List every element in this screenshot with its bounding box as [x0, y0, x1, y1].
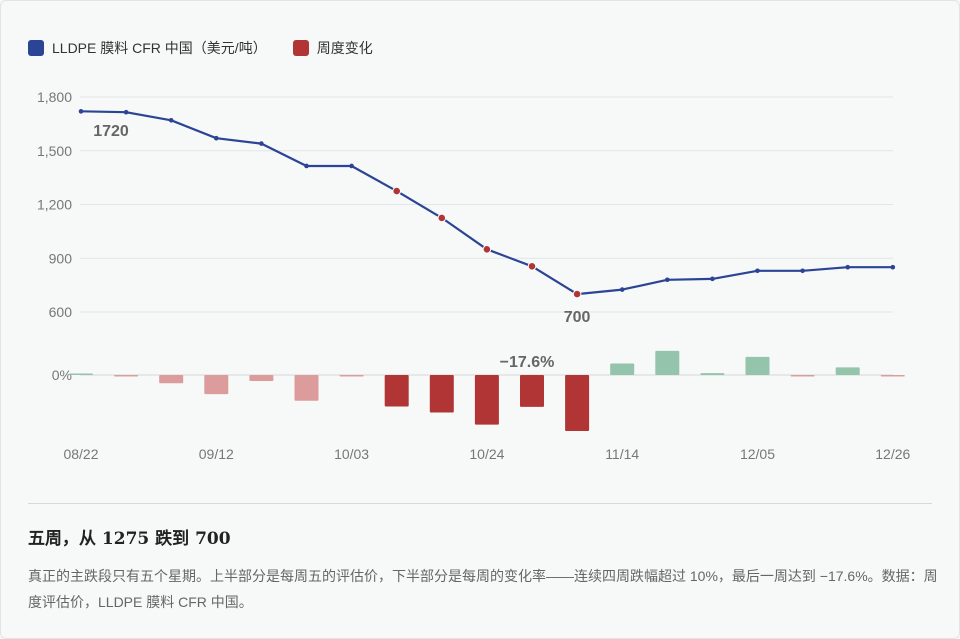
price-point: [665, 277, 670, 283]
y-tick-label: 900: [49, 250, 73, 266]
price-point: [259, 141, 264, 146]
chart-legend: LLDPE 膜料 CFR 中国（美元/吨） 周度变化: [28, 38, 399, 58]
price-swatch: [28, 40, 44, 56]
x-tick-label: 10/24: [469, 446, 504, 462]
x-tick-label: 10/03: [334, 446, 369, 462]
divider: [28, 503, 932, 504]
change-bar: [835, 367, 860, 375]
price-point: [845, 264, 850, 270]
change-bar: [249, 375, 274, 382]
price-point-highlight: [437, 213, 447, 223]
x-tick-label: 09/12: [199, 446, 234, 462]
change-bar: [339, 375, 364, 377]
price-point: [619, 287, 625, 292]
legend-change-label: 周度变化: [316, 40, 373, 56]
price-point-highlight: [527, 262, 537, 271]
change-bar: [294, 375, 319, 401]
change-bar: [610, 363, 635, 375]
zero-tick-label: 0%: [52, 367, 72, 383]
chart-headline: 五周，从 1275 跌到 700: [28, 529, 231, 549]
price-point: [168, 117, 174, 123]
price-point: [214, 135, 219, 141]
y-tick-label: 600: [49, 304, 73, 320]
change-swatch: [292, 40, 309, 56]
change-bar: [204, 375, 229, 395]
price-point: [78, 109, 84, 114]
change-bar: [474, 375, 499, 425]
price-line: [80, 110, 893, 296]
change-bar: [69, 373, 93, 375]
change-bar: [745, 356, 770, 375]
x-tick-label: 12/26: [875, 446, 910, 462]
price-point: [710, 276, 715, 282]
legend-item-change[interactable]: 周度变化: [292, 38, 373, 58]
price-point: [800, 268, 805, 274]
y-tick-label: 1,800: [37, 89, 72, 105]
change-bar: [384, 375, 409, 407]
change-bar: [790, 375, 815, 377]
start-price-annotation: 1720: [93, 123, 129, 140]
max-drop-annotation: −17.6%: [500, 354, 555, 371]
change-bar: [700, 373, 725, 375]
change-bar: [520, 375, 544, 407]
low-price-annotation: 700: [564, 309, 591, 326]
price-point-highlight: [482, 244, 492, 254]
change-bar: [655, 350, 680, 375]
change-bar: [880, 375, 905, 377]
change-bar: [565, 375, 590, 431]
legend-price-label: LLDPE 膜料 CFR 中国（美元/吨）: [52, 40, 267, 56]
x-tick-label: 11/14: [605, 446, 639, 462]
price-point: [755, 268, 760, 274]
x-tick-label: 08/22: [63, 446, 98, 462]
change-bar: [114, 375, 139, 377]
legend-item-price[interactable]: LLDPE 膜料 CFR 中国（美元/吨）: [28, 38, 267, 58]
price-point-highlight: [392, 186, 402, 196]
y-tick-label: 1,500: [37, 143, 72, 159]
price-point: [304, 163, 309, 169]
price-point: [890, 264, 896, 270]
change-bar: [159, 375, 184, 384]
y-tick-label: 1,200: [37, 197, 72, 213]
price-point: [349, 163, 354, 169]
change-bar: [429, 375, 454, 413]
x-tick-label: 12/05: [740, 446, 775, 462]
chart-caption: 真正的主跌段只有五个星期。上半部分是每周五的评估价，下半部分是每周的变化率——连…: [28, 568, 938, 610]
price-point: [123, 109, 129, 115]
price-and-change-chart: 600 900 1,200 1,500 1,800 0% 1720 700 −17.6% 08/2…: [37, 89, 911, 462]
price-point-highlight: [572, 289, 582, 299]
